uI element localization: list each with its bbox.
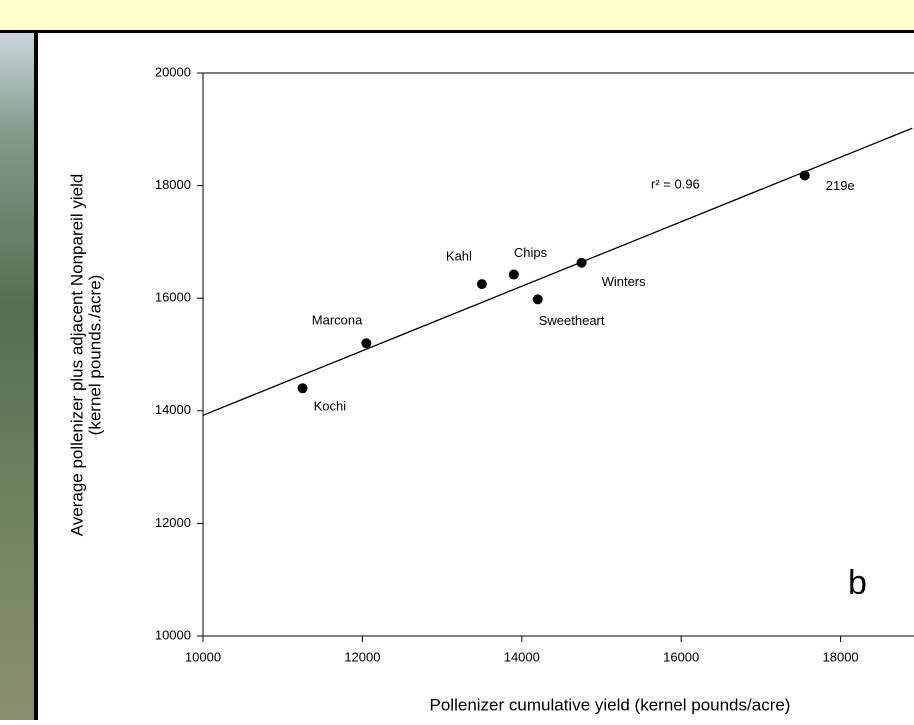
- y-axis-label: Average pollenizer plus adjacent Nonpare…: [67, 174, 86, 537]
- y-tick-label: 18000: [155, 177, 191, 192]
- point: [577, 258, 587, 268]
- x-tick-label: 10000: [185, 649, 221, 664]
- divider: [0, 30, 914, 33]
- x-tick-label: 16000: [663, 649, 699, 664]
- point-label: Chips: [514, 245, 548, 260]
- point: [477, 279, 487, 289]
- top-banner: [0, 0, 914, 30]
- divider: [34, 33, 38, 720]
- annotation: r² = 0.96: [651, 176, 700, 191]
- y-tick-label: 10000: [155, 627, 191, 642]
- point: [509, 270, 519, 280]
- panel-letter: b: [848, 564, 867, 602]
- y-tick-label: 20000: [155, 64, 191, 79]
- point-label: Kochi: [314, 399, 347, 414]
- point: [533, 294, 543, 304]
- y-tick-label: 12000: [155, 515, 191, 530]
- point-label: Kahl: [446, 249, 472, 264]
- x-axis-label: Pollenizer cumulative yield (kernel poun…: [430, 695, 791, 714]
- point-label: Winters: [602, 274, 647, 289]
- x-tick-label: 18000: [823, 649, 859, 664]
- y-tick-label: 16000: [155, 290, 191, 305]
- photo: [0, 33, 34, 720]
- x-tick-label: 12000: [344, 649, 380, 664]
- page: Pollenizer cumulative yield (kernel poun…: [0, 0, 914, 720]
- point: [361, 338, 371, 348]
- point-label: 219e: [826, 178, 855, 193]
- x-tick-label: 14000: [504, 649, 540, 664]
- y-axis-label: (kernel pounds./acre): [85, 275, 104, 436]
- point-label: Marcona: [312, 313, 363, 328]
- point: [298, 383, 308, 393]
- y-tick-label: 14000: [155, 402, 191, 417]
- point-label: Sweetheart: [539, 313, 605, 328]
- plot: Pollenizer cumulative yield (kernel poun…: [67, 64, 914, 714]
- point: [800, 170, 810, 180]
- screenshot: Pollenizer cumulative yield (kernel poun…: [0, 0, 914, 720]
